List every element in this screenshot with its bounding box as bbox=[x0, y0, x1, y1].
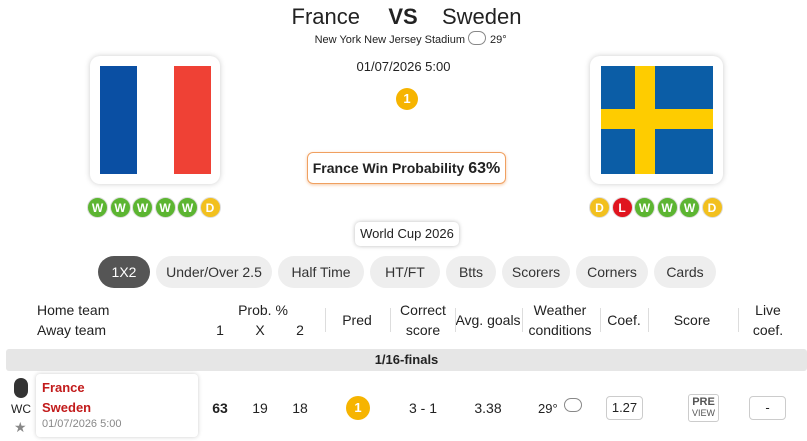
tab[interactable]: Under/Over 2.5 bbox=[156, 256, 272, 288]
th-coef: Coef. bbox=[607, 312, 641, 328]
tab[interactable]: Half Time bbox=[278, 256, 364, 288]
venue: New York New Jersey Stadium bbox=[314, 34, 465, 46]
flag-red bbox=[174, 66, 211, 174]
tab[interactable]: Btts bbox=[446, 256, 496, 288]
th-weather: Weather bbox=[533, 302, 587, 318]
tab[interactable]: 1X2 bbox=[98, 256, 150, 288]
form-badge: W bbox=[656, 197, 678, 218]
form-badge: D bbox=[701, 197, 723, 218]
tab[interactable]: HT/FT bbox=[370, 256, 440, 288]
th-home: Home team bbox=[37, 302, 110, 318]
divider bbox=[390, 308, 391, 332]
home-flag bbox=[90, 56, 220, 184]
row-live: - bbox=[749, 396, 786, 420]
flag-cross-v bbox=[635, 66, 655, 174]
preview-badge[interactable]: PRE VIEW bbox=[688, 394, 719, 422]
th-prob: Prob. % bbox=[238, 302, 288, 318]
probability-box: France Win Probability 63% bbox=[307, 152, 506, 184]
th-pred: Pred bbox=[342, 312, 372, 328]
divider bbox=[455, 308, 456, 332]
divider bbox=[648, 308, 649, 332]
th-1: 1 bbox=[216, 322, 224, 338]
row-away: Sweden bbox=[42, 400, 92, 415]
row-avg: 3.38 bbox=[474, 400, 502, 416]
row-coef: 1.27 bbox=[606, 396, 643, 420]
round-bar: 1/16-finals bbox=[6, 349, 807, 371]
prediction-badge: 1 bbox=[396, 88, 418, 110]
divider bbox=[600, 308, 601, 332]
away-team: Sweden bbox=[442, 4, 522, 29]
temperature: 29° bbox=[490, 34, 507, 46]
form-badge: W bbox=[87, 197, 108, 218]
pre: PRE bbox=[692, 396, 715, 408]
star: ★ bbox=[14, 419, 27, 435]
form-badge: W bbox=[177, 197, 198, 218]
th-live: Live bbox=[755, 302, 781, 318]
form-badge: D bbox=[199, 197, 221, 218]
probability-label: France Win Probability bbox=[312, 160, 469, 176]
th-conditions: conditions bbox=[528, 322, 592, 338]
row-weather-icon bbox=[564, 398, 582, 412]
form-badge: W bbox=[154, 197, 176, 218]
flag-blue bbox=[100, 66, 137, 174]
home-team: France bbox=[291, 4, 360, 29]
tab[interactable]: Scorers bbox=[502, 256, 570, 288]
th-avg: Avg. goals bbox=[455, 312, 521, 328]
divider bbox=[738, 308, 739, 332]
form-badge: W bbox=[132, 197, 153, 218]
th-x: X bbox=[255, 322, 265, 338]
row-p2: 18 bbox=[292, 400, 308, 416]
flag-white bbox=[137, 66, 174, 174]
form-badge: W bbox=[109, 197, 131, 218]
row-correct: 3 - 1 bbox=[408, 400, 437, 416]
tab[interactable]: Cards bbox=[654, 256, 716, 288]
row-px: 19 bbox=[252, 400, 268, 416]
away-flag bbox=[590, 56, 723, 184]
row-p1: 63 bbox=[212, 400, 228, 416]
competition: World Cup 2026 bbox=[355, 222, 459, 246]
league: WC bbox=[11, 402, 31, 416]
row-pred: 1 bbox=[346, 396, 370, 420]
form-badge: D bbox=[589, 197, 610, 218]
th-correct2: score bbox=[405, 322, 441, 338]
divider bbox=[522, 308, 523, 332]
weather-icon bbox=[468, 31, 486, 45]
tab[interactable]: Corners bbox=[576, 256, 648, 288]
th-correct: Correct bbox=[400, 302, 446, 318]
league-icon bbox=[14, 378, 28, 398]
vs: VS bbox=[388, 4, 418, 29]
row-date: 01/07/2026 5:00 bbox=[42, 418, 122, 430]
datetime: 01/07/2026 5:00 bbox=[356, 59, 451, 74]
form-badge: L bbox=[611, 197, 633, 218]
divider bbox=[325, 308, 326, 332]
row-temp: 29° bbox=[538, 401, 558, 416]
probability-value: 63% bbox=[468, 160, 501, 177]
view: VIEW bbox=[691, 408, 715, 418]
row-home: France bbox=[42, 380, 85, 395]
th-score: Score bbox=[673, 312, 711, 328]
flag-cross-h bbox=[601, 109, 713, 129]
form-badge: W bbox=[679, 197, 700, 218]
form-badge: W bbox=[634, 197, 655, 218]
th-live2: coef. bbox=[752, 322, 784, 338]
th-away: Away team bbox=[37, 322, 106, 338]
th-2: 2 bbox=[296, 322, 304, 338]
match-card bbox=[36, 374, 198, 437]
